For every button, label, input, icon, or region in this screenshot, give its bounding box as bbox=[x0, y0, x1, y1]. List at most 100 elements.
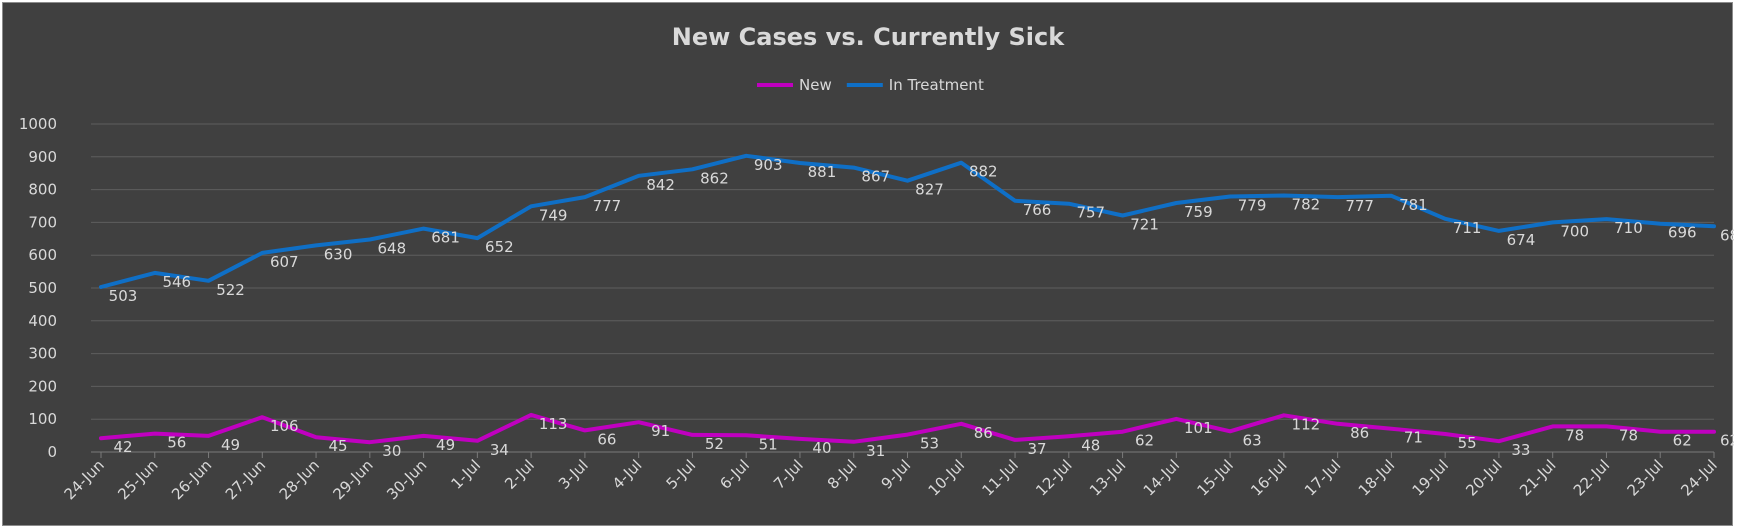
data-label-new: 106 bbox=[270, 417, 299, 435]
x-tick-label: 30-Jun bbox=[383, 456, 430, 503]
y-tick-label: 1000 bbox=[19, 115, 57, 133]
data-label-in-treatment: 903 bbox=[754, 156, 783, 174]
data-label-new: 56 bbox=[167, 434, 186, 452]
x-tick-label: 5-Jul bbox=[663, 456, 700, 493]
data-label-new: 113 bbox=[539, 415, 568, 433]
y-axis: 0 100 200 300 400 500 600 700 800 900 1000 bbox=[19, 115, 57, 461]
y-tick-label: 0 bbox=[47, 443, 57, 461]
data-label-in-treatment: 681 bbox=[431, 229, 460, 247]
gridlines bbox=[91, 123, 1714, 453]
data-label-new: 55 bbox=[1458, 434, 1477, 452]
data-label-new: 101 bbox=[1184, 419, 1213, 437]
x-tick-label: 16-Jul bbox=[1247, 456, 1290, 499]
data-label-new: 49 bbox=[436, 436, 455, 454]
data-label-in-treatment: 759 bbox=[1184, 203, 1213, 221]
x-tick-label: 9-Jul bbox=[878, 456, 915, 493]
data-label-in-treatment: 607 bbox=[270, 253, 299, 271]
data-label-in-treatment: 648 bbox=[378, 239, 407, 257]
data-label-new: 66 bbox=[597, 430, 616, 448]
y-tick-label: 100 bbox=[28, 410, 57, 428]
data-label-in-treatment: 711 bbox=[1453, 219, 1482, 237]
x-tick-label: 19-Jul bbox=[1409, 456, 1452, 499]
x-tick-label: 23-Jul bbox=[1624, 456, 1667, 499]
y-tick-label: 900 bbox=[28, 148, 57, 166]
series-line-in-treatment bbox=[99, 153, 1716, 289]
data-label-new: 63 bbox=[1243, 431, 1262, 449]
x-tick-label: 20-Jul bbox=[1462, 456, 1505, 499]
legend-item-new[interactable]: New bbox=[757, 76, 832, 94]
legend-item-in-treatment[interactable]: In Treatment bbox=[846, 76, 984, 94]
data-label-in-treatment: 827 bbox=[915, 181, 944, 199]
legend-label: New bbox=[799, 76, 832, 94]
y-tick-label: 600 bbox=[28, 246, 57, 264]
data-label-new: 33 bbox=[1511, 441, 1530, 459]
data-label-in-treatment: 766 bbox=[1023, 201, 1052, 219]
data-label-new: 86 bbox=[974, 424, 993, 442]
x-axis: 24-Jun 25-Jun 26-Jun 27-Jun 28-Jun 29-Jun 30-J… bbox=[61, 451, 1721, 503]
x-tick-label: 1-Jul bbox=[448, 456, 485, 493]
data-labels: 42 56 49 106 45 30 49 34 113 66 91 52 51 40 31 53 86 37 48… bbox=[109, 156, 1734, 460]
x-tick-label: 6-Jul bbox=[716, 456, 753, 493]
data-label-in-treatment: 696 bbox=[1668, 224, 1697, 242]
data-label-in-treatment: 721 bbox=[1130, 216, 1159, 234]
data-label-in-treatment: 782 bbox=[1292, 196, 1321, 214]
data-label-in-treatment: 781 bbox=[1399, 196, 1428, 214]
x-tick-label: 12-Jul bbox=[1032, 456, 1075, 499]
x-tick-label: 14-Jul bbox=[1140, 456, 1183, 499]
x-tick-label: 8-Jul bbox=[824, 456, 861, 493]
data-label-new: 78 bbox=[1565, 426, 1584, 444]
x-tick-label: 24-Jul bbox=[1677, 456, 1720, 499]
y-tick-label: 300 bbox=[28, 345, 57, 363]
data-label-in-treatment: 842 bbox=[646, 176, 675, 194]
x-tick-label: 13-Jul bbox=[1086, 456, 1129, 499]
y-tick-label: 700 bbox=[28, 213, 57, 231]
data-label-in-treatment: 862 bbox=[700, 169, 729, 187]
data-label-new: 42 bbox=[113, 438, 132, 456]
y-tick-label: 400 bbox=[28, 312, 57, 330]
data-label-in-treatment: 630 bbox=[324, 245, 353, 263]
x-tick-label: 26-Jun bbox=[168, 456, 215, 503]
data-label-in-treatment: 757 bbox=[1076, 204, 1105, 222]
data-label-new: 62 bbox=[1135, 432, 1154, 450]
data-label-in-treatment: 503 bbox=[109, 287, 138, 305]
data-label-new: 49 bbox=[221, 436, 240, 454]
data-label-new: 78 bbox=[1619, 426, 1638, 444]
x-tick-label: 4-Jul bbox=[609, 456, 646, 493]
x-tick-label: 11-Jul bbox=[978, 456, 1021, 499]
data-label-new: 45 bbox=[329, 437, 348, 455]
series-line-new bbox=[99, 412, 1716, 445]
x-tick-label: 27-Jun bbox=[222, 456, 269, 503]
data-label-new: 37 bbox=[1027, 440, 1046, 458]
data-label-in-treatment: 749 bbox=[539, 206, 568, 224]
data-label-new: 71 bbox=[1404, 429, 1423, 447]
x-tick-label: 7-Jul bbox=[770, 456, 807, 493]
y-tick-label: 500 bbox=[28, 279, 57, 297]
data-label-in-treatment: 710 bbox=[1614, 219, 1643, 237]
data-label-in-treatment: 777 bbox=[593, 197, 622, 215]
series-layer bbox=[99, 153, 1716, 445]
x-tick-label: 25-Jun bbox=[114, 456, 161, 503]
x-tick-label: 21-Jul bbox=[1516, 456, 1559, 499]
data-label-new: 34 bbox=[490, 441, 509, 459]
data-label-in-treatment: 779 bbox=[1238, 196, 1267, 214]
x-tick-label: 15-Jul bbox=[1193, 456, 1236, 499]
data-label-new: 62 bbox=[1673, 432, 1692, 450]
data-label-in-treatment: 867 bbox=[861, 168, 890, 186]
x-tick-label: 22-Jul bbox=[1570, 456, 1613, 499]
data-label-new: 30 bbox=[382, 442, 401, 460]
data-label-in-treatment: 688 bbox=[1720, 226, 1734, 244]
data-label-new: 48 bbox=[1081, 436, 1100, 454]
x-tick-label: 18-Jul bbox=[1355, 456, 1398, 499]
y-tick-label: 800 bbox=[28, 181, 57, 199]
data-label-new: 91 bbox=[651, 422, 670, 440]
x-tick-label: 17-Jul bbox=[1301, 456, 1344, 499]
chart-title: New Cases vs. Currently Sick bbox=[672, 23, 1065, 51]
data-label-new: 51 bbox=[759, 435, 778, 453]
legend-label: In Treatment bbox=[889, 76, 984, 94]
x-tick-label: 10-Jul bbox=[925, 456, 968, 499]
data-label-new: 112 bbox=[1292, 415, 1321, 433]
x-tick-label: 3-Jul bbox=[555, 456, 592, 493]
legend[interactable]: New In Treatment bbox=[757, 76, 984, 94]
data-label-new: 40 bbox=[812, 439, 831, 457]
